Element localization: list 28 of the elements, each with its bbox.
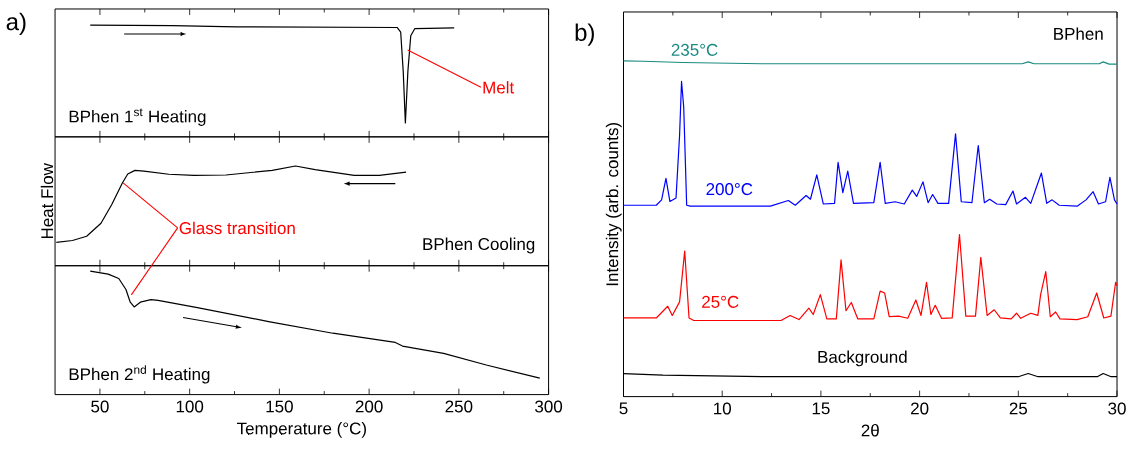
annotation: BPhen 2$^{nd}$ Heating bbox=[69, 365, 210, 384]
x-tick-label: 15 bbox=[812, 402, 830, 415]
x-tick-label: 10 bbox=[714, 402, 731, 415]
series-label: Background bbox=[818, 350, 907, 367]
x-tick-label: 5 bbox=[619, 402, 628, 415]
x-tick-label: 25 bbox=[1009, 402, 1028, 415]
series-label: 25°C bbox=[702, 296, 739, 309]
x-tick-label: 20 bbox=[911, 402, 929, 415]
annotation: BPhen 1$^{st}$ Heating bbox=[69, 108, 206, 127]
y-axis-title: Heat Flow bbox=[40, 163, 54, 239]
series-label: 200°C bbox=[706, 183, 753, 196]
annotation: Melt bbox=[483, 81, 515, 94]
series-label: 235°C bbox=[671, 44, 718, 57]
x-tick-label: 300 bbox=[535, 400, 563, 413]
chart-title: a) bbox=[6, 12, 26, 36]
annotation: Glass transition bbox=[179, 221, 295, 235]
y-axis-title: Intensity (arb. counts) bbox=[605, 123, 622, 286]
x-axis-title: Temperature (°C) bbox=[236, 422, 366, 439]
annotation: BPhen Cooling bbox=[423, 237, 535, 254]
chart-title: b) bbox=[575, 23, 594, 46]
x-tick-label: 30 bbox=[1108, 402, 1126, 415]
x-tick-label: 100 bbox=[176, 400, 204, 413]
x-axis-title: 2θ bbox=[861, 424, 879, 437]
x-tick-label: 200 bbox=[355, 400, 383, 413]
x-tick-label: 250 bbox=[445, 400, 473, 413]
x-tick-label: 150 bbox=[266, 400, 293, 413]
x-tick-label: 50 bbox=[91, 400, 109, 413]
text: BPhen bbox=[1054, 27, 1103, 41]
